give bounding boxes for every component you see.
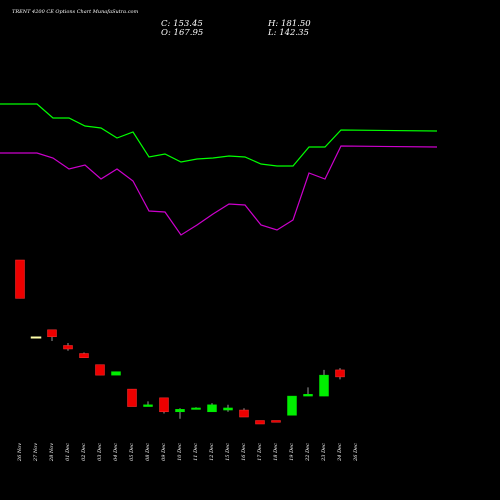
x-tick-label: 15 Dec [225, 443, 231, 461]
x-tick-label: 26 Nov [17, 443, 23, 462]
candle-body [15, 259, 25, 299]
x-tick-label: 23 Dec [321, 443, 327, 462]
candle-body [191, 407, 201, 410]
x-tick-label: 19 Dec [289, 443, 295, 461]
x-tick-label: 02 Dec [81, 443, 87, 461]
candles [15, 259, 345, 425]
open-value: O: 167.95 [161, 28, 204, 38]
x-tick-label: 26 Dec [353, 443, 359, 462]
lower-line [0, 145, 438, 236]
x-tick-label: 18 Dec [273, 443, 279, 461]
x-tick-label: 22 Dec [305, 443, 311, 462]
candle-body [79, 353, 89, 358]
candle-body [207, 404, 217, 413]
indicator-lines [0, 103, 438, 236]
x-tick-label: 01 Dec [65, 443, 71, 461]
candle-body [303, 394, 313, 397]
candle-body [271, 420, 281, 423]
x-tick-label: 09 Dec [161, 443, 167, 461]
candle-body [127, 388, 137, 407]
x-axis-tick-labels: 26 Nov 27 Nov 28 Nov 01 Dec 02 Dec 03 Dec 04 D… [17, 443, 359, 462]
candle-body [47, 329, 57, 338]
candle-body [143, 404, 153, 407]
close-value: C: 153.45 [161, 19, 203, 29]
candle-body [287, 395, 297, 416]
candle-body [239, 409, 249, 418]
candle-body [30, 336, 42, 339]
x-tick-label: 03 Dec [97, 443, 103, 461]
x-tick-label: 12 Dec [209, 443, 215, 461]
x-tick-label: 08 Dec [145, 443, 151, 461]
high-value: H: 181.50 [268, 19, 311, 29]
candle-body [319, 374, 329, 397]
x-tick-label: 05 Dec [129, 443, 135, 461]
x-tick-label: 17 Dec [257, 443, 263, 461]
x-tick-label: 04 Dec [113, 443, 119, 461]
x-tick-label: 16 Dec [241, 443, 247, 461]
candle-body [111, 371, 121, 376]
low-value: L: 142.35 [268, 28, 309, 38]
x-tick-label: 24 Dec [337, 443, 343, 462]
candle-body [255, 420, 265, 425]
candle-body [159, 397, 169, 413]
x-tick-label: 10 Dec [177, 443, 183, 461]
upper-line [0, 103, 438, 167]
x-tick-label: 28 Nov [49, 443, 55, 462]
candle-body [175, 409, 185, 413]
x-tick-label: 11 Dec [193, 443, 199, 461]
candle-body [335, 369, 345, 378]
chart-title: TRENT 4200 CE Options Chart MunafaSutra.… [12, 9, 139, 15]
candle-body [95, 364, 105, 376]
x-tick-label: 27 Nov [33, 443, 39, 462]
candle-body [223, 407, 233, 411]
candle-body [63, 345, 73, 350]
